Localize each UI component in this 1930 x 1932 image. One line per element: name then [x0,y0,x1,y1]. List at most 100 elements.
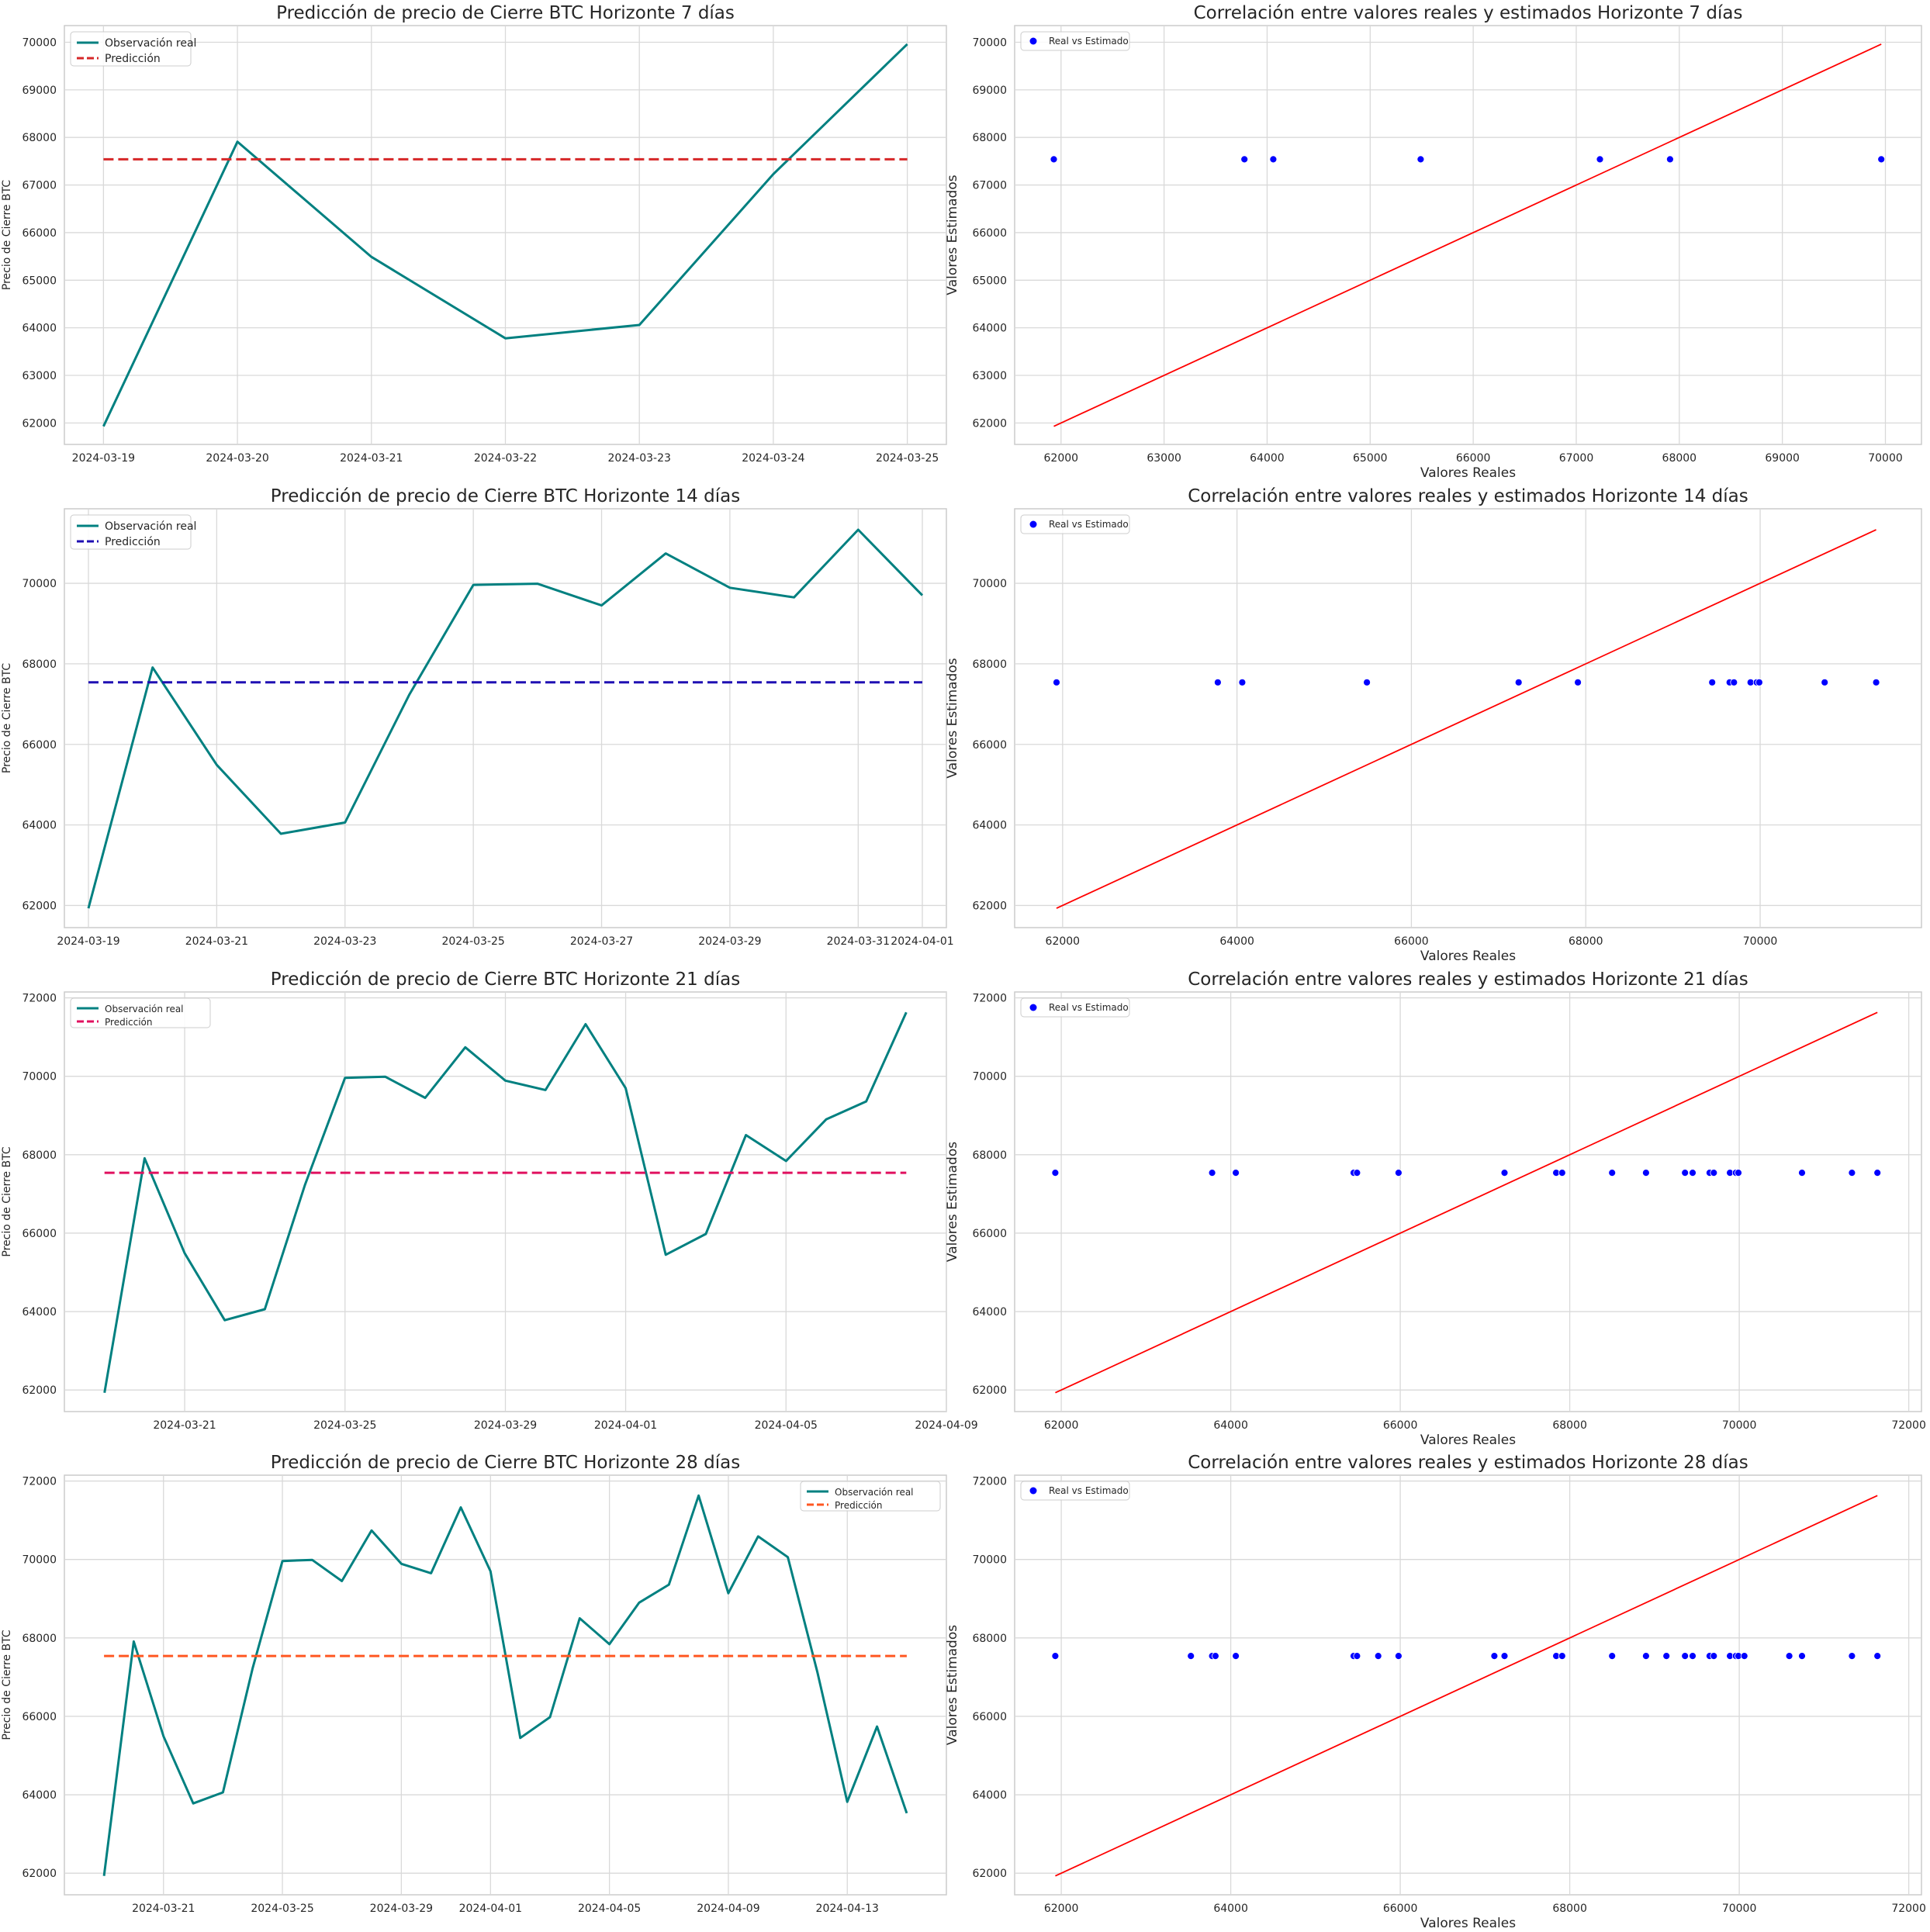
y-tick-label: 72000 [22,1476,57,1488]
y-tick-label: 69000 [22,85,57,97]
x-tick-label: 68000 [1552,1903,1587,1915]
scatter-point [1051,1169,1060,1177]
y-tick-label: 62000 [972,417,1007,430]
legend-swatch [1029,520,1037,528]
legend-label: Real vs Estimado [1049,1485,1129,1496]
y-tick-label: 64000 [22,1306,57,1319]
scatter-point [1596,155,1604,164]
y-tick-label: 62000 [972,1384,1007,1397]
scatter-point [1755,678,1763,686]
legend-label: Observación real [835,1487,914,1498]
x-tick-label: 2024-03-19 [57,935,119,948]
series-line-observacion-real [102,43,908,427]
legend: Observación real Predicción [800,1481,941,1512]
x-tick-label: 66000 [1394,935,1429,948]
x-tick-label: 2024-04-01 [594,1419,657,1432]
y-tick-label: 68000 [972,1633,1007,1645]
x-tick-label: 2024-03-21 [340,452,403,465]
legend-box [1020,31,1130,51]
scatter-point [1873,1169,1882,1177]
legend-label: Observación real [105,1004,184,1014]
scatter-point [1232,1652,1240,1661]
identity-line [1056,529,1876,909]
legend: Real vs Estimado [1020,997,1130,1018]
panel-ts7: 62000 63000 64000 65000 66000 67000 68000 69000… [1,3,947,465]
y-tick-label: 69000 [972,85,1007,97]
legend-box [70,997,211,1028]
series-line-observacion-real [103,1011,908,1393]
y-axis-label: Precio de Cierre BTC [1,1146,13,1256]
y-tick-label: 68000 [22,132,57,144]
y-tick-label: 64000 [22,323,57,335]
scatter-point [1665,155,1674,164]
x-tick-label: 2024-03-25 [441,935,504,948]
x-tick-label: 70000 [1868,452,1903,465]
y-tick-label: 66000 [972,227,1007,240]
y-tick-label: 67000 [22,180,57,192]
scatter-point [1212,1652,1219,1661]
scatter-point [1353,1652,1361,1661]
x-tick-label: 2024-03-29 [474,1419,537,1432]
legend: Observación real Predicción [70,514,196,550]
x-tick-label: 2024-03-19 [72,452,135,465]
legend-label: Observación real [105,520,196,533]
x-tick-label: 2024-03-23 [313,935,376,948]
y-tick-label: 68000 [22,1633,57,1645]
panel-ts21: 62000 64000 66000 68000 70000 72000 2024-03-21… [1,969,978,1432]
x-tick-label: 68000 [1569,935,1603,948]
x-tick-label: 66000 [1383,1419,1418,1432]
legend-label: Predicción [835,1500,883,1511]
scatter-point [1214,678,1222,686]
y-tick-label: 70000 [972,36,1007,49]
legend-label: Predicción [105,536,161,548]
y-tick-label: 70000 [972,578,1007,590]
scatter-point [1848,1652,1856,1661]
scatter-point [1641,1652,1650,1661]
scatter-point [1730,678,1738,686]
x-tick-label: 64000 [1213,1903,1248,1915]
scatter-point [1574,678,1582,686]
chart-title: Correlación entre valores reales y estim… [1188,486,1748,506]
y-tick-label: 70000 [22,578,57,590]
scatter-point [1740,1652,1748,1661]
x-tick-label: 72000 [1891,1903,1926,1915]
y-tick-label: 68000 [972,132,1007,144]
legend-box [70,31,192,67]
x-tick-label: 2024-04-09 [915,1419,977,1432]
scatter-point [1785,1652,1793,1661]
y-axis-label: Valores Estimados [945,175,960,295]
chart-title: Predicción de precio de Cierre BTC Horiz… [271,486,740,506]
y-tick-label: 70000 [22,1071,57,1084]
x-tick-label: 70000 [1722,1903,1757,1915]
y-axis-label: Valores Estimados [945,658,960,778]
x-tick-label: 2024-03-21 [185,935,248,948]
x-tick-label: 2024-03-22 [474,452,537,465]
x-axis-label: Valores Reales [1420,1916,1516,1931]
y-tick-label: 65000 [22,275,57,287]
scatter-point [1689,1652,1697,1661]
x-tick-label: 2024-04-13 [816,1903,879,1915]
scatter-point [1353,1169,1361,1177]
x-axis-label: Valores Reales [1420,1433,1516,1448]
identity-line [1055,1011,1878,1394]
legend-box [1020,997,1130,1018]
y-tick-label: 68000 [22,1149,57,1162]
scatter-point [1662,1652,1671,1661]
chart-title: Correlación entre valores reales y estim… [1188,1453,1748,1473]
x-tick-label: 2024-03-24 [742,452,804,465]
scatter-point [1050,155,1058,164]
scatter-point [1873,1652,1882,1661]
scatter-point [1208,1169,1216,1177]
y-tick-label: 62000 [972,1868,1007,1880]
legend-swatch [1029,1487,1037,1495]
x-tick-label: 2024-03-27 [570,935,633,948]
x-tick-label: 2024-03-29 [698,935,761,948]
legend-label: Observación real [105,37,196,50]
scatter-point [1710,1169,1718,1177]
y-tick-label: 68000 [22,658,57,671]
scatter-point [1708,678,1717,686]
legend: Observación real Predicción [70,997,211,1028]
x-tick-label: 64000 [1219,935,1254,948]
y-tick-label: 62000 [22,900,57,912]
y-tick-label: 66000 [22,227,57,240]
